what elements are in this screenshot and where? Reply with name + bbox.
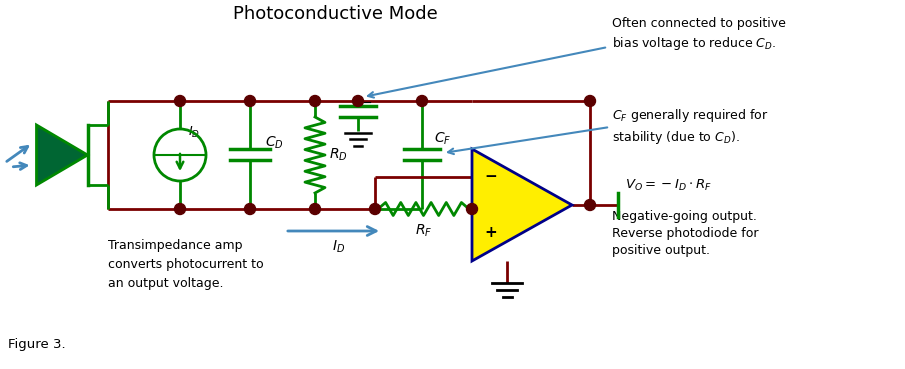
Text: $I_D$: $I_D$ (332, 239, 345, 255)
Text: −: − (484, 169, 497, 184)
Circle shape (585, 96, 595, 107)
Text: $C_F$ generally required for
stability (due to $C_D$).: $C_F$ generally required for stability (… (612, 107, 768, 146)
Polygon shape (36, 125, 88, 185)
Text: $C_D$: $C_D$ (265, 135, 284, 151)
Text: −: − (362, 97, 373, 110)
Polygon shape (472, 149, 572, 261)
Circle shape (369, 203, 380, 214)
Circle shape (353, 96, 364, 107)
Text: Transimpedance amp
converts photocurrent to
an output voltage.: Transimpedance amp converts photocurrent… (108, 239, 263, 290)
Circle shape (244, 203, 255, 214)
Circle shape (585, 200, 595, 210)
Text: +: + (484, 225, 497, 241)
Circle shape (244, 96, 255, 107)
Text: $R_D$: $R_D$ (329, 147, 348, 163)
Circle shape (310, 96, 320, 107)
Text: Often connected to positive
bias voltage to reduce $C_D$.: Often connected to positive bias voltage… (612, 17, 786, 52)
Circle shape (175, 96, 186, 107)
Text: Negative-going output.
Reverse photodiode for
positive output.: Negative-going output. Reverse photodiod… (612, 210, 758, 257)
Text: $C_F$: $C_F$ (434, 131, 452, 147)
Text: $R_F$: $R_F$ (414, 223, 433, 239)
Text: Photoconductive Mode: Photoconductive Mode (233, 5, 437, 23)
Text: $V_O = - I_D \cdot R_F$: $V_O = - I_D \cdot R_F$ (625, 178, 711, 193)
Text: $I_D$: $I_D$ (188, 125, 200, 140)
Text: Figure 3.: Figure 3. (8, 338, 66, 351)
Circle shape (466, 203, 478, 214)
Circle shape (175, 203, 186, 214)
Circle shape (416, 96, 427, 107)
Circle shape (310, 203, 320, 214)
